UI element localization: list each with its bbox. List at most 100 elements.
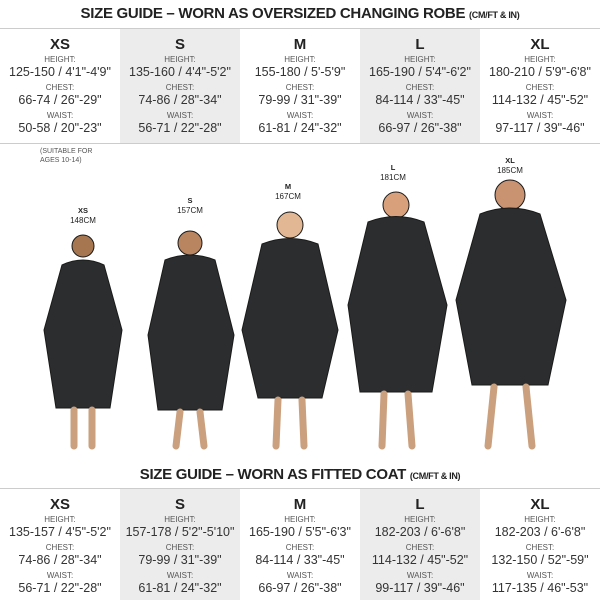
measure-label: HEIGHT: xyxy=(164,55,196,64)
measure-label: WAIST: xyxy=(286,111,314,120)
measure-value: 99-117 / 39"-46" xyxy=(375,581,465,595)
measure-label: WAIST: xyxy=(166,111,194,120)
model-size: XS xyxy=(77,206,88,215)
measure-value: 165-190 / 5'5"-6'3" xyxy=(249,525,351,539)
measure-value: 114-132 / 45"-52" xyxy=(491,93,589,107)
size-name: M xyxy=(293,496,307,513)
measure-value: 79-99 / 31"-39" xyxy=(138,553,222,567)
size-column: XL HEIGHT: 182-203 / 6'-6'8" CHEST: 132-150 … xyxy=(480,489,600,600)
model-height: 185CM xyxy=(497,166,523,175)
measure-value: 125-150 / 4'1"-4'9" xyxy=(9,65,111,79)
measure-value: 117-135 / 46"-53" xyxy=(491,581,589,595)
measure-value: 157-178 / 5'2"-5'10" xyxy=(125,525,235,539)
size-name: M xyxy=(293,36,307,53)
measure-label: WAIST: xyxy=(46,111,74,120)
model-size: S xyxy=(187,196,193,205)
measure-value: 132-150 / 52"-59" xyxy=(491,553,589,567)
size-column: M HEIGHT: 155-180 / 5'-5'9" CHEST: 79-99 / 3… xyxy=(240,29,360,143)
units: (CM/FT & IN) xyxy=(409,471,461,481)
measure-label: CHEST: xyxy=(285,83,315,92)
measure-label: WAIST: xyxy=(526,571,554,580)
size-name: XS xyxy=(49,36,70,53)
measure-value: 180-210 / 5'9"-6'8" xyxy=(489,65,591,79)
measure-value: 56-71 / 22"-28" xyxy=(18,581,102,595)
size-column: L HEIGHT: 165-190 / 5'4"-6'2" CHEST: 84-114 … xyxy=(360,29,480,143)
model-label: XL 185CM xyxy=(480,156,540,176)
model-height: 167CM xyxy=(275,192,301,201)
size-column: L HEIGHT: 182-203 / 6'-6'8" CHEST: 114-132 /… xyxy=(360,489,480,600)
model-label: XS 148CM xyxy=(53,206,113,226)
size-name: XS xyxy=(49,496,70,513)
size-name: L xyxy=(415,36,425,53)
size-name: XL xyxy=(530,496,550,513)
measure-label: HEIGHT: xyxy=(44,55,76,64)
model-size: M xyxy=(284,182,292,191)
measure-value: 182-203 / 6'-6'8" xyxy=(374,525,466,539)
measure-label: WAIST: xyxy=(166,571,194,580)
measure-value: 50-58 / 20"-23" xyxy=(18,121,102,135)
measure-label: CHEST: xyxy=(525,543,555,552)
measure-value: 165-190 / 5'4"-6'2" xyxy=(369,65,471,79)
title-text: SIZE GUIDE – WORN AS FITTED COAT xyxy=(139,466,407,483)
size-column: XL HEIGHT: 180-210 / 5'9"-6'8" CHEST: 114-13… xyxy=(480,29,600,143)
measure-label: CHEST: xyxy=(405,83,435,92)
measure-label: HEIGHT: xyxy=(284,515,316,524)
size-column: XS HEIGHT: 125-150 / 4'1"-4'9" CHEST: 66-74 … xyxy=(0,29,120,143)
model-height: 181CM xyxy=(380,173,406,182)
size-column: XS HEIGHT: 135-157 / 4'5"-5'2" CHEST: 74-86 … xyxy=(0,489,120,600)
measure-value: 84-114 / 33"-45" xyxy=(375,93,465,107)
model-height: 148CM xyxy=(70,216,96,225)
measure-label: CHEST: xyxy=(405,543,435,552)
measure-label: WAIST: xyxy=(526,111,554,120)
measure-value: 66-97 / 26"-38" xyxy=(258,581,342,595)
coat-title: SIZE GUIDE – WORN AS FITTED COAT (CM/FT … xyxy=(0,466,600,483)
robe-table: XS HEIGHT: 125-150 / 4'1"-4'9" CHEST: 66-74 … xyxy=(0,28,600,144)
measure-label: CHEST: xyxy=(45,83,75,92)
measure-value: 97-117 / 39"-46" xyxy=(495,121,585,135)
measure-value: 61-81 / 24"-32" xyxy=(138,581,222,595)
title-text: SIZE GUIDE – WORN AS OVERSIZED CHANGING … xyxy=(80,5,466,22)
model-label: M 167CM xyxy=(258,182,318,202)
measure-label: HEIGHT: xyxy=(524,55,556,64)
measure-label: HEIGHT: xyxy=(284,55,316,64)
measure-label: HEIGHT: xyxy=(404,55,436,64)
measure-value: 135-160 / 4'4"-5'2" xyxy=(129,65,231,79)
robe-title: SIZE GUIDE – WORN AS OVERSIZED CHANGING … xyxy=(0,5,600,22)
measure-label: CHEST: xyxy=(165,543,195,552)
size-column: S HEIGHT: 157-178 / 5'2"-5'10" CHEST: 79-99 … xyxy=(120,489,240,600)
measure-value: 155-180 / 5'-5'9" xyxy=(254,65,346,79)
measure-value: 61-81 / 24"-32" xyxy=(258,121,342,135)
measure-value: 114-132 / 45"-52" xyxy=(371,553,469,567)
model-label: S 157CM xyxy=(160,196,220,216)
measure-value: 74-86 / 28"-34" xyxy=(138,93,222,107)
measure-value: 135-157 / 4'5"-5'2" xyxy=(9,525,111,539)
size-column: S HEIGHT: 135-160 / 4'4"-5'2" CHEST: 74-86 /… xyxy=(120,29,240,143)
units: (CM/FT & IN) xyxy=(469,10,520,20)
model-size: XL xyxy=(505,156,515,165)
measure-value: 74-86 / 28"-34" xyxy=(18,553,102,567)
size-name: S xyxy=(174,36,185,53)
measure-label: CHEST: xyxy=(525,83,555,92)
model-height: 157CM xyxy=(177,206,203,215)
size-name: XL xyxy=(530,36,550,53)
measure-value: 84-114 / 33"-45" xyxy=(255,553,345,567)
measure-label: WAIST: xyxy=(406,571,434,580)
measure-label: HEIGHT: xyxy=(404,515,436,524)
measure-label: CHEST: xyxy=(45,543,75,552)
measure-label: HEIGHT: xyxy=(524,515,556,524)
measure-label: WAIST: xyxy=(406,111,434,120)
model-label: L 181CM xyxy=(363,163,423,183)
coat-table: XS HEIGHT: 135-157 / 4'5"-5'2" CHEST: 74-86 … xyxy=(0,488,600,600)
measure-label: HEIGHT: xyxy=(164,515,196,524)
measure-value: 182-203 / 6'-6'8" xyxy=(494,525,586,539)
measure-label: WAIST: xyxy=(286,571,314,580)
size-column: M HEIGHT: 165-190 / 5'5"-6'3" CHEST: 84-114 … xyxy=(240,489,360,600)
measure-label: CHEST: xyxy=(285,543,315,552)
measure-label: HEIGHT: xyxy=(44,515,76,524)
size-name: S xyxy=(174,496,185,513)
measure-label: CHEST: xyxy=(165,83,195,92)
measure-value: 56-71 / 22"-28" xyxy=(138,121,222,135)
measure-label: WAIST: xyxy=(46,571,74,580)
